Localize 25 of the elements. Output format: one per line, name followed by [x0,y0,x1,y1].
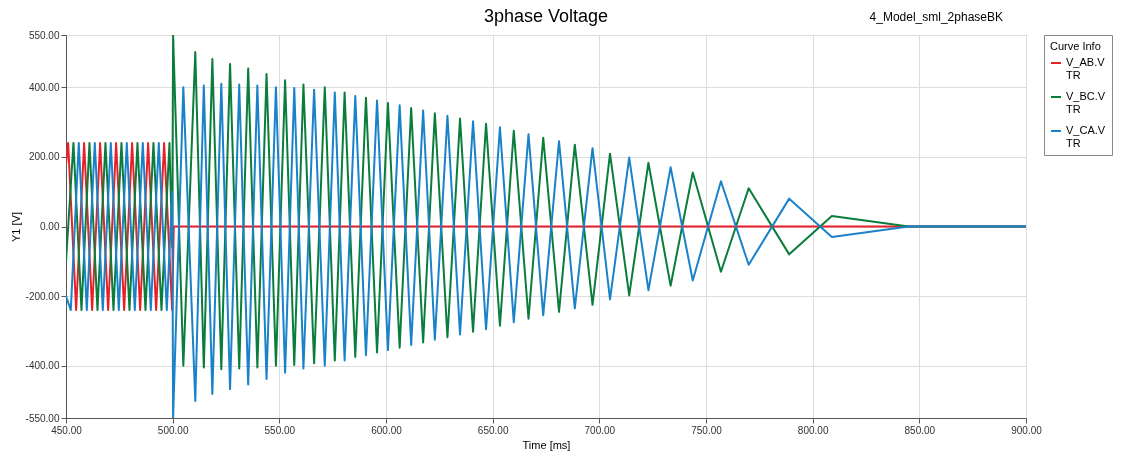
x-tick-label: 600.00 [371,424,403,436]
x-tick-label: 550.00 [264,424,296,436]
x-tick-label: 800.00 [797,424,829,436]
y-tick-label: 0.00 [40,221,60,232]
x-tick-label: 750.00 [691,424,723,436]
legend-title: Curve Info [1050,40,1101,52]
legend-label: V_CA.V TR [1066,124,1106,149]
y-tick-label: 400.00 [28,81,60,93]
text: 4_Model_sml_2phaseBK [869,10,1003,24]
x-tick-label: 650.00 [477,424,509,436]
x-tick-label: 450.00 [51,424,83,436]
legend-label: V_AB.V TR [1066,56,1106,81]
y-tick-label: -400.00 [25,360,60,372]
y-tick-label: 200.00 [28,151,60,163]
y-tick-label: -550.00 [25,412,60,424]
chart-title: 3phase Voltage [483,6,609,26]
legend-label: V_BC.V TR [1066,90,1106,115]
x-tick-label: 850.00 [904,424,936,436]
y-axis-title: Y1 [V] [9,212,22,242]
x-tick-label: 500.00 [157,424,189,436]
x-tick-label: 900.00 [1011,424,1043,436]
x-tick-label: 700.00 [584,424,616,436]
y-tick-label: -200.00 [25,290,60,302]
x-axis-title: Time [ms] [522,438,571,451]
y-tick-label: 550.00 [28,29,60,41]
